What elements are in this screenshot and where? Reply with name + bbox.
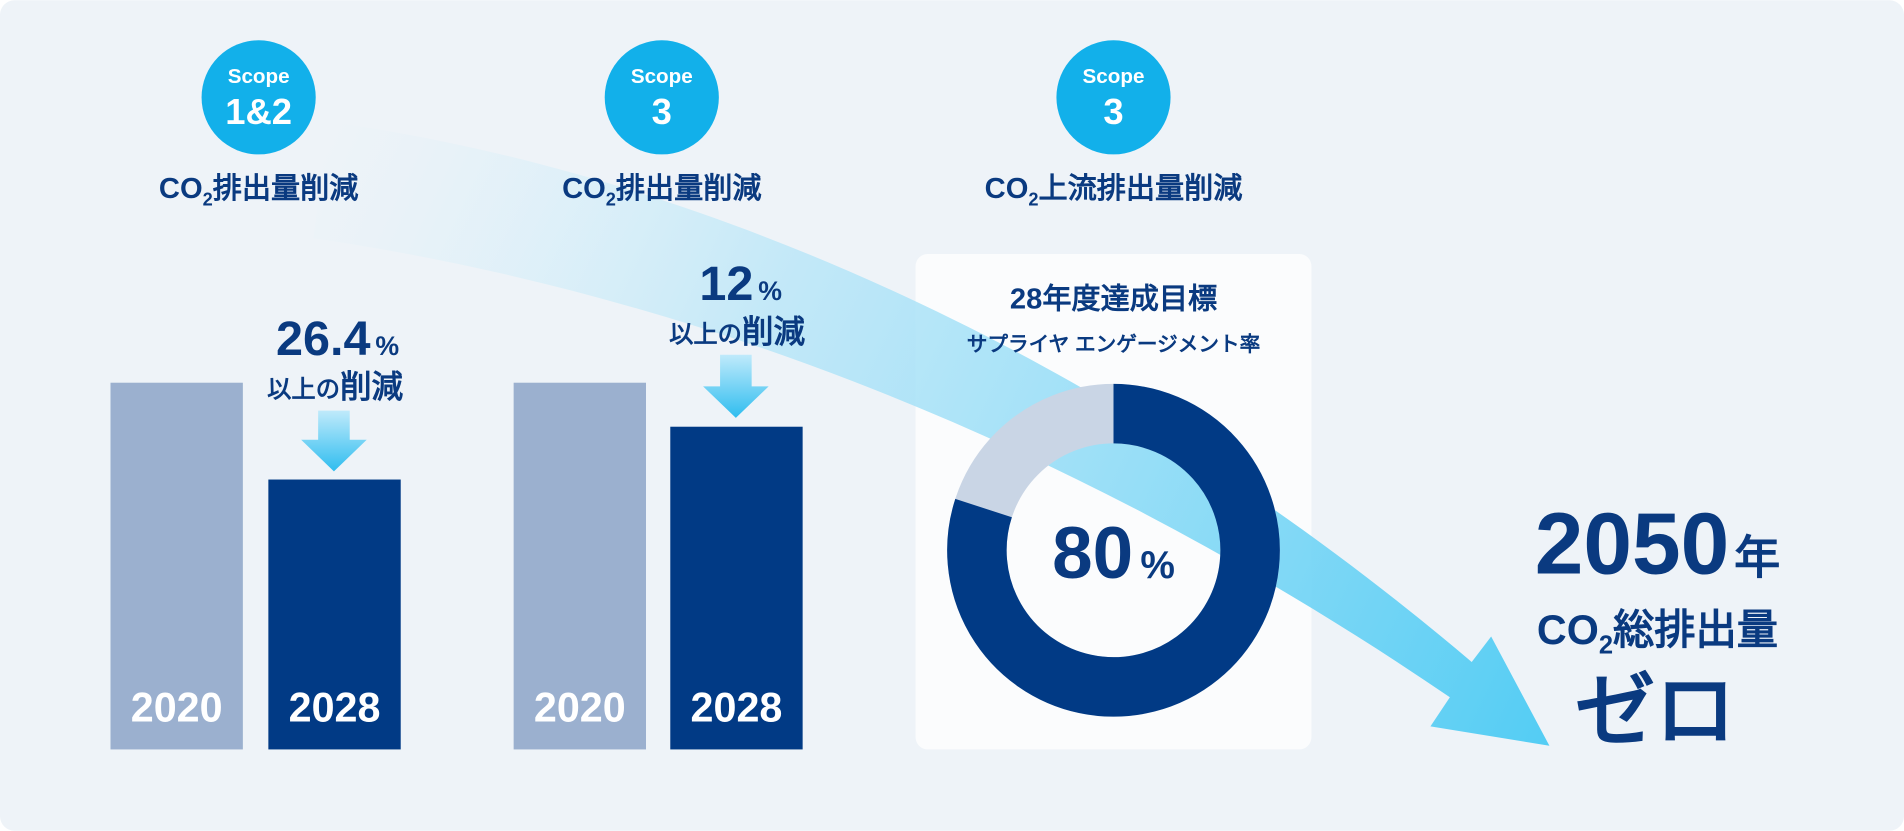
reduction-suffix: 削減 xyxy=(340,368,404,404)
goal-year-number: 2050 xyxy=(1535,494,1729,592)
goal-sub: 2 xyxy=(1599,631,1613,659)
goal-year: 2050 年 xyxy=(1535,494,1780,592)
heading-co: CO xyxy=(562,173,606,205)
reduction-prefix: 以上の xyxy=(669,322,742,349)
reduction-caption: 以上の削減 xyxy=(267,368,403,404)
scope-badge xyxy=(201,40,316,155)
reduction-value: 26.4 xyxy=(276,312,371,366)
heading: CO2排出量削減 xyxy=(159,172,358,209)
reduction-label: 12% xyxy=(699,257,782,311)
goal-result: ゼロ xyxy=(1575,665,1735,755)
marks xyxy=(110,382,1280,750)
bar xyxy=(268,479,401,750)
reduction-unit: % xyxy=(375,331,399,361)
target-label: 80% xyxy=(1052,513,1175,594)
reduction-suffix: 削減 xyxy=(742,314,806,350)
heading-text: 上流排出量削減 xyxy=(1038,172,1242,205)
heading: CO2上流排出量削減 xyxy=(985,172,1243,209)
badge-label: Scope xyxy=(228,65,290,88)
bar xyxy=(670,426,803,750)
target-unit: % xyxy=(1140,544,1175,587)
heading-co: CO xyxy=(985,173,1029,205)
heading-text: 排出量削減 xyxy=(616,172,762,205)
badge-label: Scope xyxy=(631,65,693,88)
heading-co: CO xyxy=(159,173,203,205)
target-subtitle: サプライヤ エンゲージメント率 xyxy=(967,332,1261,356)
reduction-unit: % xyxy=(758,276,782,306)
goal-heading: CO2総排出量 xyxy=(1537,607,1778,660)
bar-year: 2020 xyxy=(534,685,626,731)
badge-label: Scope xyxy=(1083,65,1145,88)
heading-sub: 2 xyxy=(1028,189,1038,209)
goal-co: CO xyxy=(1537,607,1599,653)
goal-text: 総排出量 xyxy=(1613,607,1778,653)
goal-year-suffix: 年 xyxy=(1734,531,1780,583)
down-arrow xyxy=(301,410,367,472)
donut-arc xyxy=(947,383,1280,717)
reduction-prefix: 以上の xyxy=(267,376,340,403)
bar-year: 2020 xyxy=(131,685,223,731)
down-arrow xyxy=(703,354,769,418)
badge-number: 3 xyxy=(652,91,672,132)
bar-year: 2028 xyxy=(289,685,381,731)
bar xyxy=(513,382,646,750)
heading-text: 排出量削減 xyxy=(213,172,359,205)
target-title: 28年度達成目標 xyxy=(1010,282,1217,316)
badge-number: 1&2 xyxy=(225,91,292,132)
bar-year: 2028 xyxy=(691,685,783,731)
trend-arrow xyxy=(313,121,1550,746)
reduction-label: 26.4% xyxy=(276,312,399,366)
reduction-caption: 以上の削減 xyxy=(669,314,805,350)
heading-sub: 2 xyxy=(606,189,616,209)
target-value: 80 xyxy=(1052,513,1133,594)
reduction-value: 12 xyxy=(699,257,753,311)
scope-badge xyxy=(1056,40,1171,155)
heading-sub: 2 xyxy=(203,189,213,209)
badge-number: 3 xyxy=(1103,91,1123,132)
heading: CO2排出量削減 xyxy=(562,172,761,209)
scope-badge xyxy=(604,40,719,155)
bar xyxy=(110,382,243,750)
